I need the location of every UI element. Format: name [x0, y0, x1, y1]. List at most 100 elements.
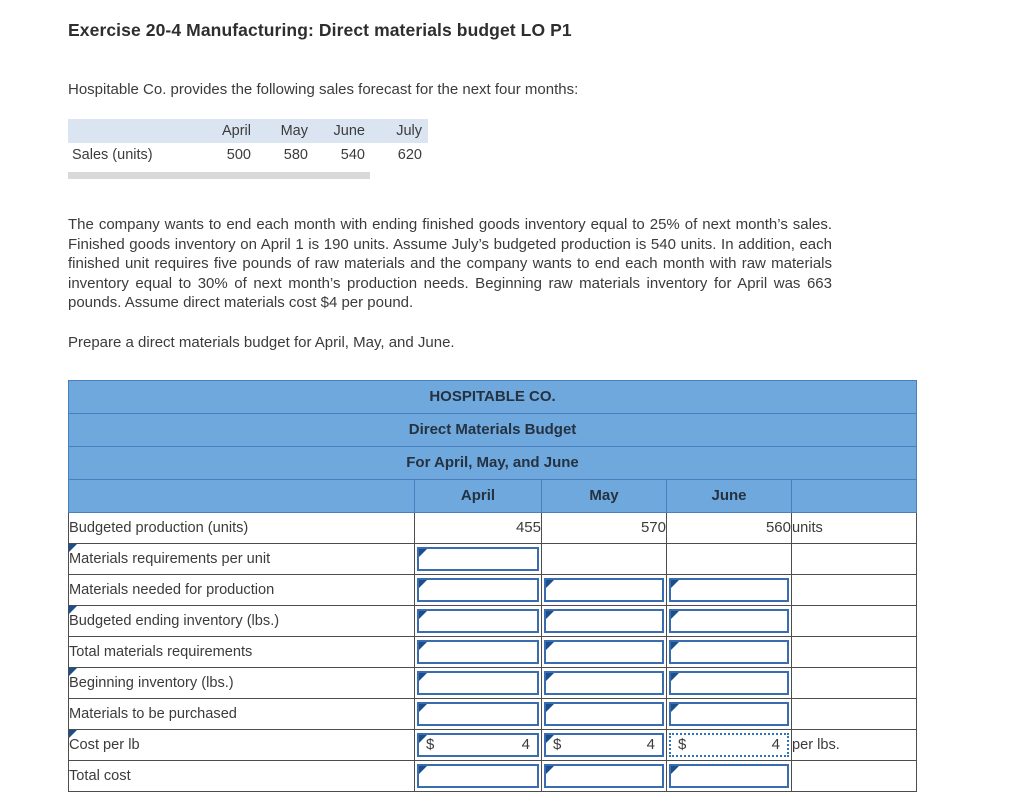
cell-marker-icon [671, 579, 679, 588]
answer-input-cell[interactable] [417, 639, 539, 664]
sales-header-blank [68, 119, 200, 143]
instruction-text: Prepare a direct materials budget for Ap… [68, 333, 455, 351]
page-title: Exercise 20-4 Manufacturing: Direct mate… [68, 20, 572, 40]
unit-suffix-cell [790, 573, 918, 606]
cell-marker-icon [671, 765, 679, 774]
row-label-text: Total cost [69, 767, 131, 784]
budget-row: Budgeted production (units) 455 570 560 unit… [68, 511, 918, 544]
sales-header-row: April May June July [68, 119, 428, 143]
unit-suffix-cell: per lbs. [790, 728, 918, 761]
budget-row: Materials to be purchased [68, 697, 918, 730]
given-value-cell: 560 [666, 511, 792, 544]
answer-input-cell[interactable] [669, 670, 789, 695]
column-header-april: April [414, 478, 542, 513]
answer-input-cell[interactable] [544, 670, 664, 695]
problem-text: The company wants to end each month with… [68, 216, 832, 312]
row-label-text: Materials to be purchased [69, 705, 237, 722]
month-cell: $4 [414, 728, 542, 761]
cell-marker-icon [419, 703, 427, 712]
month-cell [414, 604, 542, 637]
budget-title-row-2: Direct Materials Budget [67, 412, 918, 447]
cell-marker-icon [671, 672, 679, 681]
cell-marker-icon [671, 610, 679, 619]
cell-marker-icon [546, 610, 554, 619]
answer-input-cell[interactable] [544, 639, 664, 664]
row-label[interactable]: Cost per lb [68, 728, 415, 761]
month-cell [666, 542, 792, 575]
month-cell [414, 697, 542, 730]
cell-marker-icon [419, 765, 427, 774]
month-cell [541, 542, 667, 575]
column-header-blank-left [68, 478, 415, 513]
answer-input-cell[interactable] [417, 608, 539, 633]
month-cell [414, 573, 542, 606]
budget-period-title: For April, May, and June [67, 445, 918, 480]
month-cell [666, 635, 792, 668]
unit-suffix-cell [790, 759, 918, 792]
given-value-cell: 455 [414, 511, 542, 544]
row-label: Total cost [68, 759, 415, 792]
sales-value-june: 540 [340, 147, 365, 163]
column-header-june: June [666, 478, 792, 513]
answer-input-cell[interactable] [544, 701, 664, 726]
column-header-may: May [541, 478, 667, 513]
row-label: Total materials requirements [68, 635, 415, 668]
row-label-text: Materials needed for production [69, 581, 275, 598]
intro-text: Hospitable Co. provides the following sa… [68, 81, 579, 98]
row-label-text: Budgeted ending inventory (lbs.) [69, 612, 280, 629]
budget-column-header-row: April May June [68, 478, 918, 513]
answer-input-cell[interactable] [417, 546, 539, 571]
answer-input-cell[interactable]: $4 [544, 732, 664, 757]
month-cell [666, 666, 792, 699]
budget-title-row-3: For April, May, and June [67, 445, 918, 480]
cell-marker-icon [671, 641, 679, 650]
row-label: Materials needed for production [68, 573, 415, 606]
month-cell [666, 759, 792, 792]
row-label[interactable]: Beginning inventory (lbs.) [68, 666, 415, 699]
cost-value: 4 [521, 736, 530, 754]
cell-marker-icon [546, 672, 554, 681]
row-label-text: Total materials requirements [69, 643, 253, 660]
budget-row: Budgeted ending inventory (lbs.) [68, 604, 918, 637]
month-cell: $4 [541, 728, 667, 761]
month-cell [414, 542, 542, 575]
month-cell [666, 573, 792, 606]
sales-value-april: 500 [226, 147, 251, 163]
budget-row: Materials needed for production [68, 573, 918, 606]
sales-header-june: June [333, 123, 365, 139]
row-label[interactable]: Materials requirements per unit [68, 542, 415, 575]
answer-input-cell[interactable] [669, 608, 789, 633]
cell-marker-icon [546, 641, 554, 650]
answer-input-cell[interactable] [544, 577, 664, 602]
answer-input-cell[interactable]: $4 [417, 732, 539, 757]
sales-forecast-table: April May June July Sales (units) 500 58… [68, 119, 428, 167]
unit-suffix-cell [790, 666, 918, 699]
unit-suffix-cell: units [790, 511, 918, 544]
cost-value: 4 [771, 736, 780, 754]
answer-input-cell[interactable] [417, 670, 539, 695]
row-label: Budgeted production (units) [68, 511, 415, 544]
row-label-text: Budgeted production (units) [69, 519, 249, 536]
answer-input-cell-selected[interactable]: $4 [669, 732, 789, 757]
answer-input-cell[interactable] [417, 701, 539, 726]
row-label-text: Cost per lb [69, 736, 140, 753]
month-cell [541, 697, 667, 730]
unit-suffix-cell [790, 542, 918, 575]
cell-marker-icon [419, 548, 427, 557]
answer-input-cell[interactable] [544, 608, 664, 633]
month-cell [414, 666, 542, 699]
answer-input-cell[interactable] [669, 701, 789, 726]
answer-input-cell[interactable] [669, 763, 789, 788]
currency-symbol: $ [678, 736, 687, 754]
answer-input-cell[interactable] [417, 763, 539, 788]
month-cell [541, 759, 667, 792]
row-label[interactable]: Budgeted ending inventory (lbs.) [68, 604, 415, 637]
cell-marker-icon [546, 703, 554, 712]
answer-input-cell[interactable] [417, 577, 539, 602]
cell-marker-icon [419, 579, 427, 588]
answer-input-cell[interactable] [669, 639, 789, 664]
answer-input-cell[interactable] [669, 577, 789, 602]
answer-input-cell[interactable] [544, 763, 664, 788]
sales-value-may: 580 [283, 147, 308, 163]
month-cell [541, 604, 667, 637]
